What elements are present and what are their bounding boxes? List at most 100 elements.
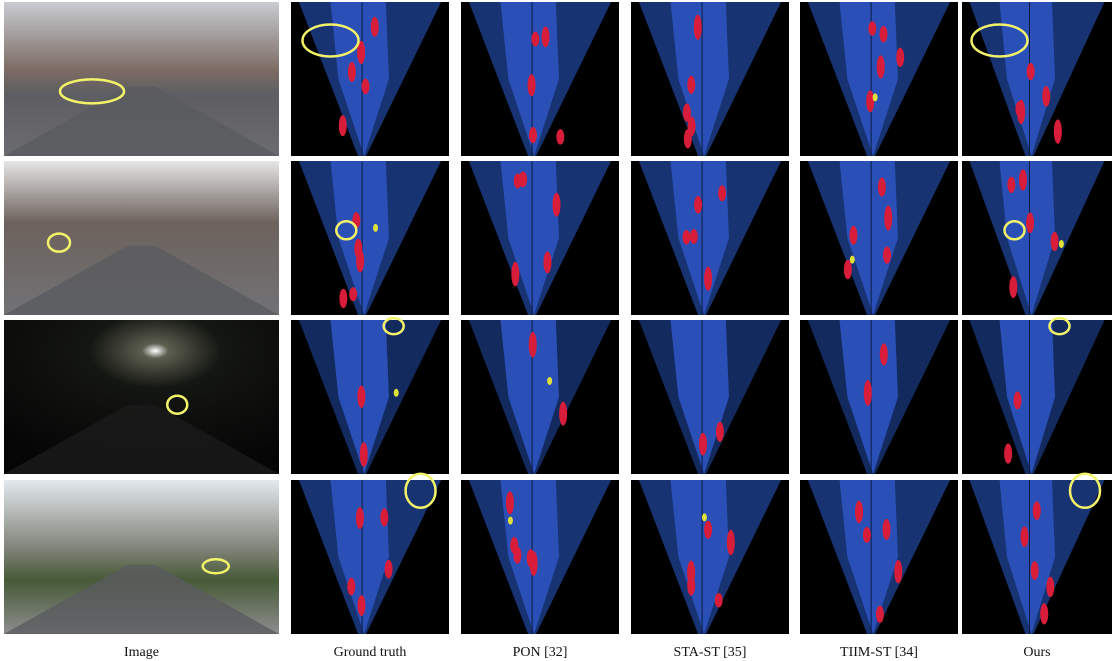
panel (631, 320, 789, 474)
column-label: Ours (1023, 645, 1050, 660)
vehicle (883, 247, 891, 264)
vehicle (855, 501, 863, 524)
vehicle (687, 560, 695, 585)
vehicle (877, 55, 885, 78)
vehicle (863, 527, 871, 543)
vehicle (1040, 603, 1048, 624)
pedestrian (702, 513, 707, 521)
vehicle (1042, 86, 1050, 107)
vehicle (1026, 213, 1034, 233)
vehicle (864, 380, 872, 406)
vehicle (380, 508, 388, 526)
panel (631, 2, 789, 156)
column-label: PON [32] (513, 645, 568, 660)
vehicle (1054, 119, 1062, 143)
vehicle (544, 251, 552, 273)
vehicle (385, 560, 393, 579)
vehicle (1021, 526, 1029, 547)
vehicle (347, 578, 355, 596)
pedestrian (850, 256, 855, 264)
vehicle (876, 606, 884, 623)
vehicle (510, 537, 518, 554)
panel (962, 2, 1112, 156)
vehicle (360, 442, 368, 467)
vehicle (356, 507, 364, 529)
vehicle (339, 115, 347, 136)
panel (962, 474, 1112, 634)
vehicle (880, 343, 888, 365)
panel (4, 2, 279, 156)
column-label: Ground truth (334, 645, 407, 660)
vehicle (849, 226, 857, 245)
vehicle (1027, 63, 1035, 80)
vehicle (883, 519, 891, 540)
vehicle (362, 79, 370, 94)
vehicle (559, 402, 567, 426)
vehicle (682, 230, 690, 245)
vehicle (511, 262, 519, 287)
vehicle (687, 76, 695, 94)
panel (461, 480, 619, 634)
column-label: STA-ST [35] (674, 645, 747, 660)
pedestrian (508, 517, 513, 525)
vehicle (556, 129, 564, 144)
vehicle (531, 32, 539, 47)
panel (291, 161, 449, 315)
vehicle (1019, 169, 1027, 190)
vehicle (371, 17, 379, 37)
vehicle (704, 267, 712, 291)
vehicle (878, 178, 886, 197)
vehicle (528, 74, 536, 96)
vehicle (1031, 561, 1039, 580)
panel (631, 161, 789, 315)
vehicle (552, 193, 560, 217)
panel (4, 161, 279, 315)
vehicle (844, 260, 852, 279)
panel (291, 2, 449, 156)
vehicle (866, 90, 874, 112)
vehicle (349, 287, 357, 301)
panel (800, 320, 958, 474)
vehicle (1033, 501, 1041, 520)
vehicle (357, 595, 365, 616)
vehicle (357, 385, 365, 407)
vehicle (530, 551, 538, 576)
panel (461, 2, 619, 156)
panel (962, 161, 1112, 315)
vehicle (694, 15, 702, 40)
panel (4, 320, 279, 474)
vehicle (896, 48, 904, 67)
pedestrian (1059, 240, 1064, 248)
panel (291, 474, 449, 634)
panel (4, 480, 279, 634)
panel (800, 480, 958, 634)
vehicle (1007, 177, 1015, 193)
vehicle (727, 530, 735, 555)
vehicle (514, 174, 522, 189)
column-label: Image (124, 645, 159, 660)
vehicle (339, 289, 347, 308)
vehicle (348, 62, 356, 82)
vehicle (542, 27, 550, 48)
panel (800, 2, 958, 156)
vehicle (699, 433, 707, 456)
vehicle (529, 127, 537, 143)
vehicle (1014, 392, 1022, 410)
vehicle (354, 239, 362, 258)
panel (461, 320, 619, 474)
panel (962, 318, 1112, 474)
vehicle (1009, 276, 1017, 298)
pedestrian (373, 224, 378, 232)
vehicle (1046, 577, 1054, 597)
vehicle (694, 196, 702, 214)
vehicle (1004, 444, 1012, 464)
figure: ImageGround truthPON [32]STA-ST [35]TIIM… (0, 0, 1113, 661)
vehicle (690, 229, 698, 244)
vehicle (529, 332, 537, 358)
panel-grid (4, 2, 1112, 634)
panel (631, 480, 789, 634)
panel (461, 161, 619, 315)
vehicle (716, 422, 724, 442)
vehicle (506, 491, 514, 514)
vehicle (880, 26, 888, 43)
